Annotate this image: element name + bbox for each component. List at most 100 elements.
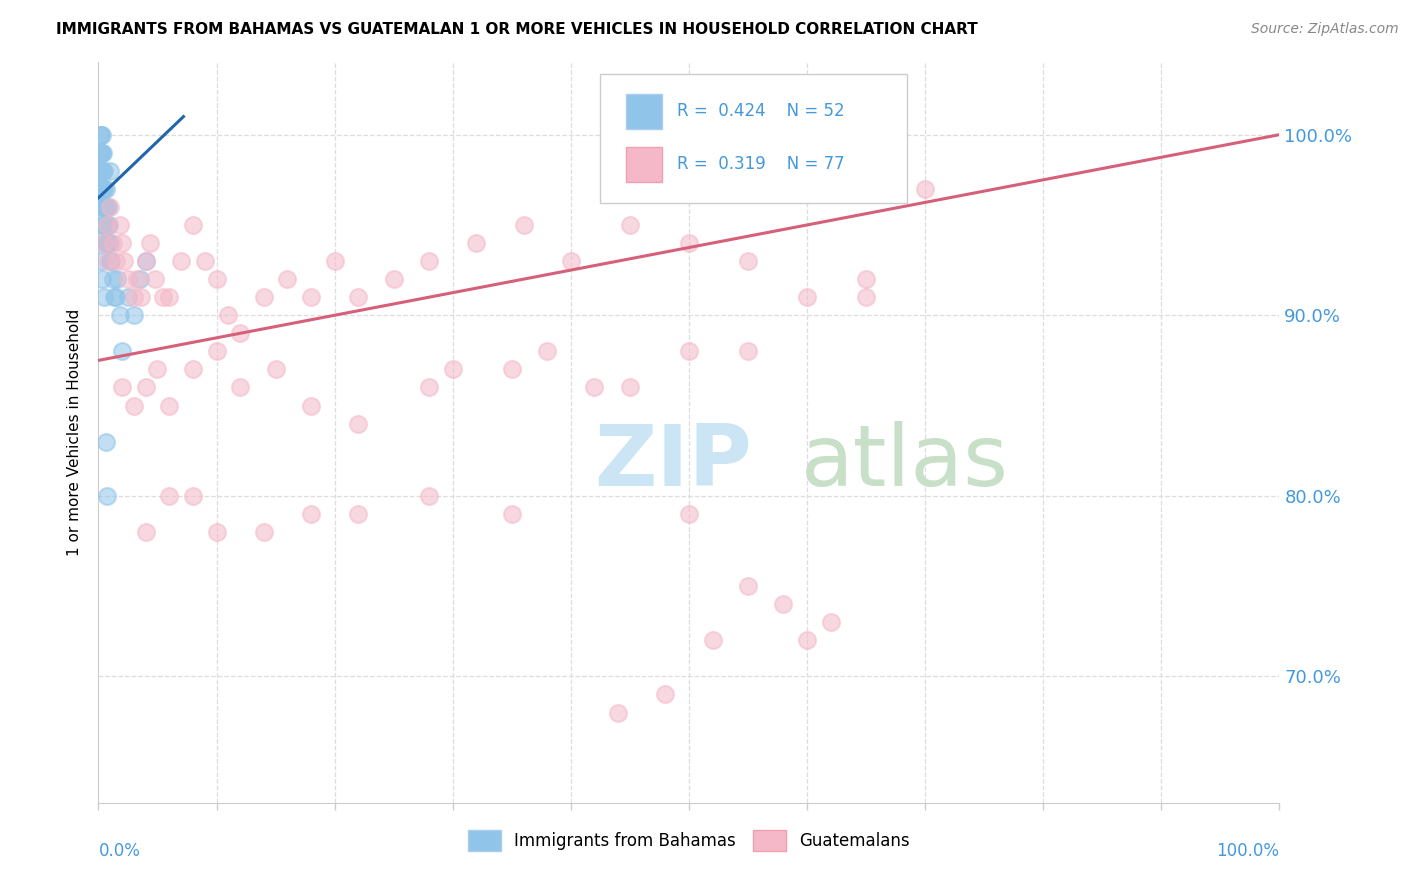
Point [181,489,204,503]
Point [117,272,139,286]
Point [465,235,488,250]
Point [101,235,124,250]
Point [276,272,298,286]
Point [90,182,112,196]
Point [128,272,150,286]
Point [135,254,157,268]
Point [737,344,759,359]
Point [264,362,287,376]
Point [253,290,276,304]
Y-axis label: 1 or more Vehicles in Household: 1 or more Vehicles in Household [67,309,83,557]
Point [90,163,112,178]
Point [122,399,145,413]
Point [97,254,120,268]
Point [93,200,115,214]
Point [157,399,180,413]
Point [129,290,152,304]
Point [108,218,131,232]
Point [157,290,180,304]
Point [100,254,122,268]
Point [855,290,877,304]
Point [678,507,700,521]
Point [94,182,117,196]
Legend: Immigrants from Bahamas, Guatemalans: Immigrants from Bahamas, Guatemalans [461,823,917,857]
Point [772,597,794,611]
Point [96,200,118,214]
Point [108,308,131,322]
Text: 100.0%: 100.0% [1216,842,1279,860]
Point [93,182,115,196]
Point [536,344,558,359]
Point [93,290,115,304]
Point [93,218,115,232]
Point [122,308,145,322]
Point [347,290,370,304]
Point [135,524,157,539]
Point [98,218,121,232]
Point [217,308,239,322]
Point [112,254,135,268]
Point [347,507,370,521]
Point [101,272,124,286]
Point [103,290,125,304]
Point [229,326,252,341]
Point [737,579,759,593]
Point [90,254,112,268]
Point [583,380,606,394]
Point [111,235,134,250]
Point [441,362,464,376]
Point [96,489,118,503]
Point [143,272,166,286]
Point [253,524,276,539]
Point [96,235,118,250]
Point [654,688,676,702]
Point [299,507,322,521]
Point [105,290,128,304]
Point [170,254,193,268]
Point [181,218,204,232]
Point [152,290,174,304]
Point [91,272,114,286]
Point [737,254,759,268]
Point [194,254,217,268]
Text: atlas: atlas [801,421,1010,504]
Text: Source: ZipAtlas.com: Source: ZipAtlas.com [1251,22,1399,37]
Point [619,380,641,394]
Point [347,417,370,431]
Point [105,254,128,268]
Point [135,254,157,268]
Point [90,145,112,160]
Point [111,380,134,394]
Text: ZIP: ZIP [595,421,752,504]
Point [229,380,252,394]
Point [501,362,523,376]
Text: IMMIGRANTS FROM BAHAMAS VS GUATEMALAN 1 OR MORE VEHICLES IN HOUSEHOLD CORRELATIO: IMMIGRANTS FROM BAHAMAS VS GUATEMALAN 1 … [56,22,979,37]
Point [93,235,115,250]
Text: R =  0.319    N = 77: R = 0.319 N = 77 [678,155,845,173]
Point [111,344,134,359]
Point [181,362,204,376]
FancyBboxPatch shape [626,147,662,182]
Text: R =  0.424    N = 52: R = 0.424 N = 52 [678,102,845,120]
Point [91,182,114,196]
Point [91,163,114,178]
Point [157,489,180,503]
Point [94,218,117,232]
Point [94,200,117,214]
Point [98,163,121,178]
Point [91,145,114,160]
Point [139,235,162,250]
Point [105,272,128,286]
FancyBboxPatch shape [626,94,662,129]
Point [91,235,114,250]
Point [91,200,114,214]
Point [98,235,121,250]
Text: 0.0%: 0.0% [98,842,141,860]
Point [382,272,405,286]
Point [98,235,121,250]
Point [96,218,118,232]
Point [501,507,523,521]
FancyBboxPatch shape [600,73,907,203]
Point [146,362,169,376]
Point [94,434,117,449]
